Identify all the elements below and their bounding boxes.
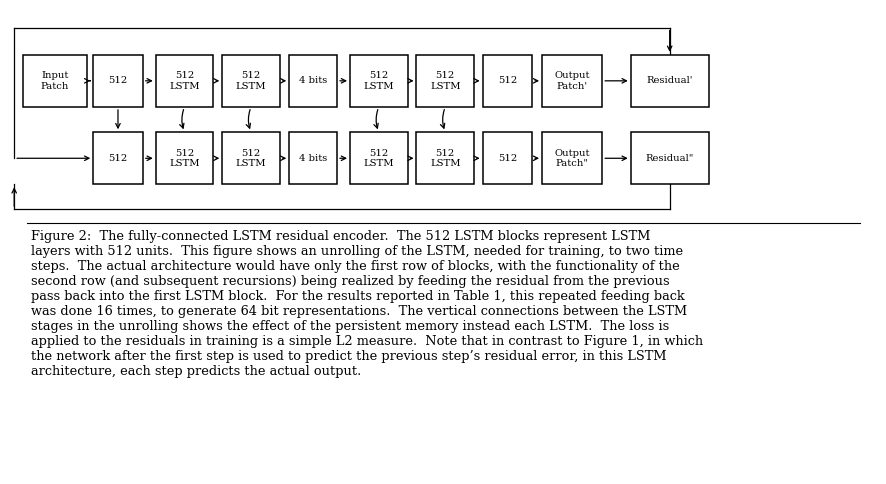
Text: Input
Patch: Input Patch: [41, 71, 69, 91]
FancyBboxPatch shape: [416, 55, 473, 107]
Text: 4 bits: 4 bits: [299, 154, 327, 163]
Text: 512: 512: [497, 154, 517, 163]
Text: Figure 2:  The fully-connected LSTM residual encoder.  The 512 LSTM blocks repre: Figure 2: The fully-connected LSTM resid…: [31, 230, 703, 378]
FancyBboxPatch shape: [541, 132, 602, 184]
FancyBboxPatch shape: [222, 55, 280, 107]
FancyBboxPatch shape: [23, 55, 87, 107]
FancyBboxPatch shape: [630, 55, 708, 107]
Text: 512
LSTM: 512 LSTM: [430, 149, 460, 168]
Text: 512
LSTM: 512 LSTM: [363, 149, 393, 168]
Text: 512: 512: [497, 76, 517, 85]
Text: 512
LSTM: 512 LSTM: [169, 149, 199, 168]
FancyBboxPatch shape: [222, 132, 280, 184]
Text: 512
LSTM: 512 LSTM: [236, 149, 266, 168]
FancyBboxPatch shape: [156, 55, 213, 107]
Text: Residual': Residual': [646, 76, 692, 85]
Text: 512
LSTM: 512 LSTM: [363, 71, 393, 91]
Text: 512
LSTM: 512 LSTM: [169, 71, 199, 91]
FancyBboxPatch shape: [93, 132, 143, 184]
Text: 512: 512: [108, 76, 128, 85]
FancyBboxPatch shape: [349, 55, 407, 107]
FancyBboxPatch shape: [289, 55, 337, 107]
FancyBboxPatch shape: [482, 55, 532, 107]
Text: 4 bits: 4 bits: [299, 76, 327, 85]
Text: 512
LSTM: 512 LSTM: [236, 71, 266, 91]
FancyBboxPatch shape: [630, 132, 708, 184]
Text: 512: 512: [108, 154, 128, 163]
FancyBboxPatch shape: [156, 132, 213, 184]
FancyBboxPatch shape: [289, 132, 337, 184]
FancyBboxPatch shape: [93, 55, 143, 107]
FancyBboxPatch shape: [349, 132, 407, 184]
FancyBboxPatch shape: [482, 132, 532, 184]
Text: Output
Patch': Output Patch': [554, 71, 589, 91]
Text: Residual": Residual": [645, 154, 693, 163]
FancyBboxPatch shape: [416, 132, 473, 184]
FancyBboxPatch shape: [541, 55, 602, 107]
Text: Output
Patch": Output Patch": [554, 149, 589, 168]
Text: 512
LSTM: 512 LSTM: [430, 71, 460, 91]
